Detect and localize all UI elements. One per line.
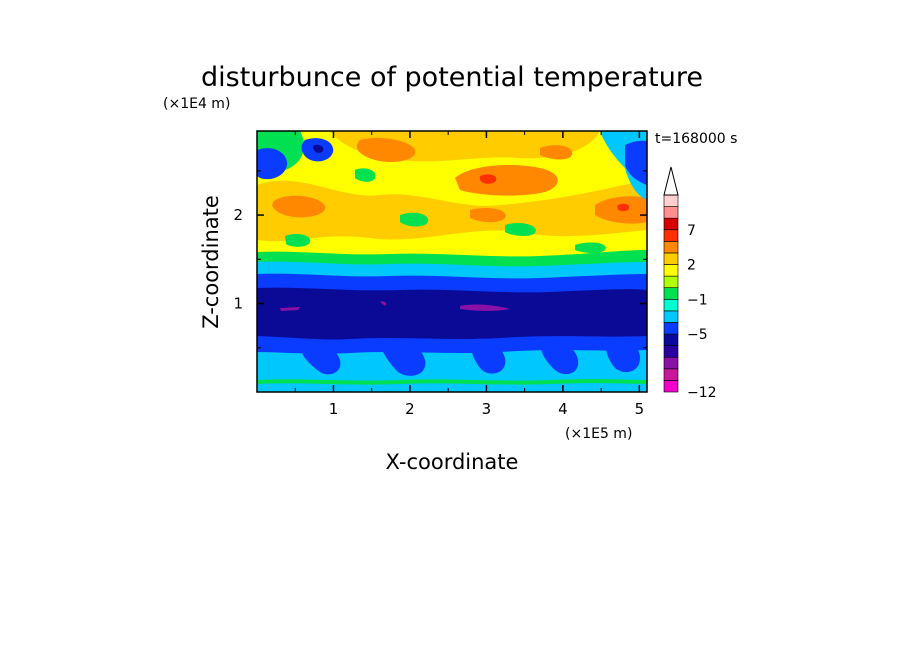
green-mid-blob-1 — [285, 234, 311, 247]
colorbar-label: −5 — [687, 327, 708, 343]
y-unit-label: (×1E4 m) — [163, 96, 230, 112]
colorbar-swatch — [663, 287, 679, 300]
x-axis-ticks: 1 2 3 4 5 — [294, 131, 645, 418]
colorbar-swatch — [663, 298, 679, 312]
colorbar-swatch — [663, 310, 679, 323]
navy-dot — [313, 144, 324, 154]
colorbar-swatch — [663, 206, 679, 219]
colorbar-swatch — [663, 356, 679, 370]
dark-orange-blob-2 — [356, 138, 416, 162]
x-tick-label: 4 — [558, 400, 568, 418]
y-axis-ticks: 12 — [233, 170, 647, 349]
upper-layer-contours — [257, 131, 647, 254]
y-tick-label: 1 — [233, 295, 243, 313]
blue-lower-band — [257, 336, 647, 354]
x-tick-label: 2 — [405, 400, 415, 418]
colorbar-swatch — [663, 368, 679, 381]
colorbar-swatch — [663, 229, 679, 242]
colorbar-swatch — [663, 322, 679, 335]
colorbar-swatch — [663, 380, 679, 393]
chart-title: disturbunce of potential temperature — [201, 62, 703, 93]
dark-orange-blob-5 — [470, 207, 506, 223]
dark-orange-blob-3 — [272, 195, 326, 218]
green-mid-blob-3 — [505, 222, 536, 236]
navy-core-layer — [257, 287, 647, 340]
colorbar-swatch — [663, 252, 679, 265]
x-axis-label: X-coordinate — [386, 450, 519, 474]
orange-patch — [257, 180, 647, 242]
blue-left-blob — [257, 148, 288, 180]
time-label: t=168000 s — [655, 131, 737, 147]
blue-right-upper — [625, 140, 647, 185]
colorbar-swatch — [663, 275, 679, 289]
green-mid-blob-2 — [400, 212, 429, 227]
purple-streak-1 — [280, 307, 300, 311]
colorbar-label: 2 — [687, 258, 696, 274]
red-dot-2 — [617, 203, 630, 212]
red-dot-1 — [479, 174, 497, 184]
y-axis-label: Z-coordinate — [199, 195, 223, 329]
lower-layer-contours — [257, 250, 647, 392]
colorbar-swatch — [663, 241, 679, 254]
plot-frame — [256, 130, 648, 393]
colorbar-swatch — [663, 194, 679, 207]
dark-orange-blob-6 — [540, 145, 573, 160]
plot-area — [257, 131, 647, 392]
colorbar-swatch — [663, 345, 679, 358]
x-unit-label: (×1E5 m) — [565, 426, 632, 442]
colorbar-swatch — [663, 217, 679, 231]
colorbar-extend-arrow — [663, 166, 679, 196]
colorbar: 7 2 −1 −5 −12 — [663, 166, 717, 401]
colorbar-swatch — [663, 333, 679, 346]
colorbar-label: −1 — [687, 292, 708, 308]
purple-streak-3 — [380, 301, 387, 306]
colorbar-label: −12 — [687, 385, 717, 401]
green-mid-blob-4 — [355, 168, 376, 182]
purple-streak-2 — [460, 304, 510, 311]
y-tick-label: 2 — [233, 206, 243, 224]
x-tick-label: 1 — [329, 400, 339, 418]
dark-orange-blob-1 — [455, 165, 558, 196]
x-tick-label: 5 — [635, 400, 645, 418]
cyan-bottom-strip — [257, 383, 647, 392]
colorbar-swatch — [663, 264, 679, 277]
green-mid-blob-5 — [575, 242, 606, 254]
x-tick-label: 3 — [482, 400, 492, 418]
colorbar-label: 7 — [687, 223, 696, 239]
